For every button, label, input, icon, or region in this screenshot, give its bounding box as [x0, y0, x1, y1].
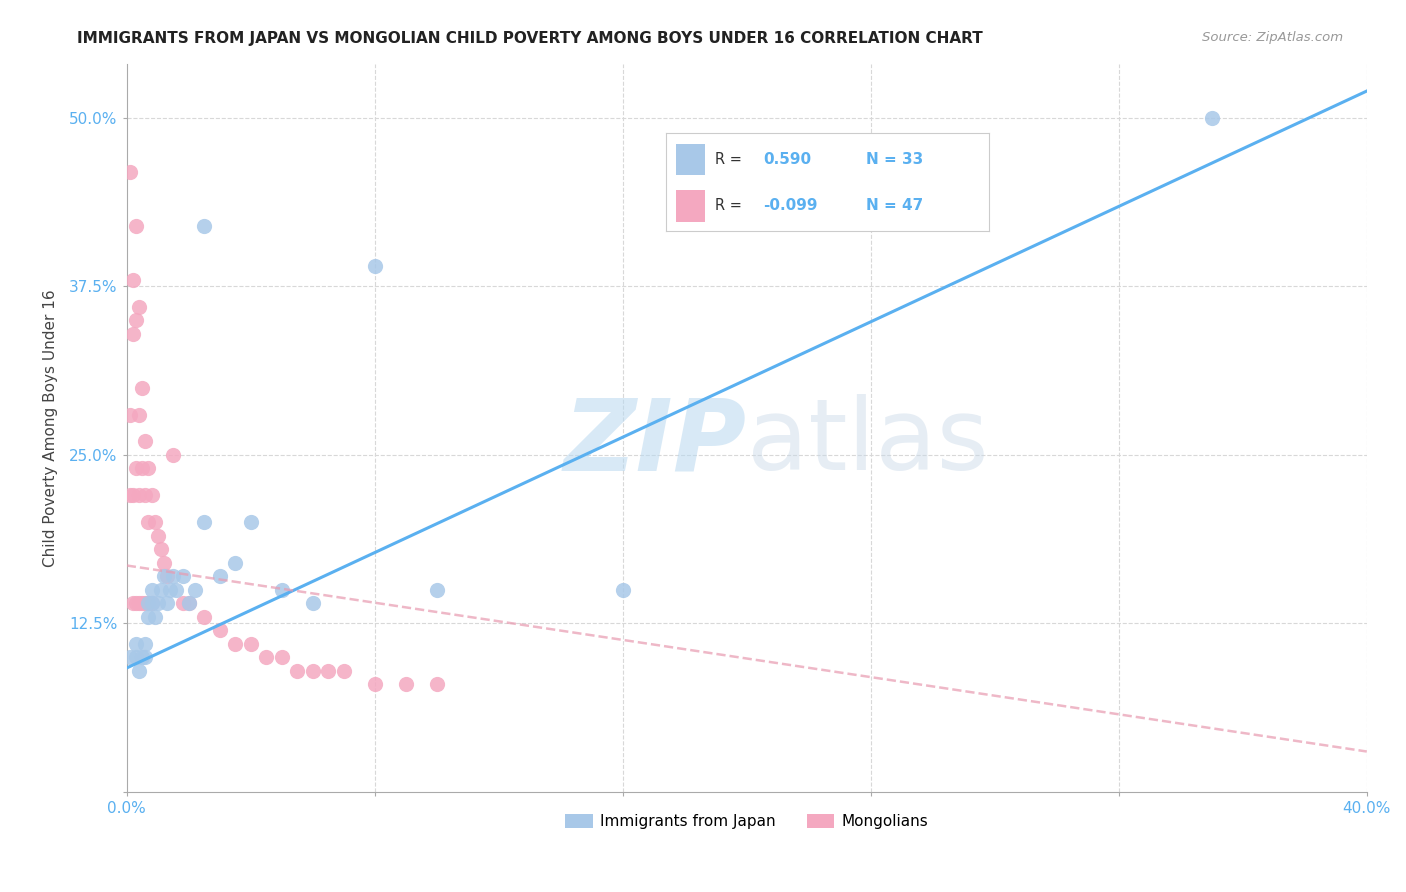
Point	[239, 637, 262, 651]
Point	[270, 582, 292, 597]
Point	[301, 596, 323, 610]
Point	[270, 650, 292, 665]
Point	[141, 596, 163, 610]
Point	[125, 313, 148, 327]
Point	[301, 664, 323, 678]
Point	[134, 488, 156, 502]
Point	[165, 582, 187, 597]
Point	[125, 637, 148, 651]
Point	[128, 408, 150, 422]
Point	[239, 516, 262, 530]
Point	[128, 596, 150, 610]
Point	[143, 609, 166, 624]
Point	[125, 461, 148, 475]
Point	[125, 650, 148, 665]
Point	[131, 461, 153, 475]
Text: IMMIGRANTS FROM JAPAN VS MONGOLIAN CHILD POVERTY AMONG BOYS UNDER 16 CORRELATION: IMMIGRANTS FROM JAPAN VS MONGOLIAN CHILD…	[77, 31, 983, 46]
Point	[143, 516, 166, 530]
Point	[172, 569, 194, 583]
Point	[118, 650, 141, 665]
Point	[1201, 111, 1223, 125]
Point	[254, 650, 277, 665]
Point	[122, 326, 145, 341]
Point	[134, 596, 156, 610]
Point	[134, 637, 156, 651]
Point	[125, 596, 148, 610]
Point	[333, 664, 356, 678]
Point	[172, 596, 194, 610]
Text: Source: ZipAtlas.com: Source: ZipAtlas.com	[1202, 31, 1343, 45]
Point	[138, 516, 160, 530]
Point	[128, 664, 150, 678]
Point	[193, 219, 215, 233]
Point	[146, 596, 169, 610]
Point	[138, 596, 160, 610]
Point	[208, 624, 231, 638]
Point	[138, 461, 160, 475]
Text: ZIP: ZIP	[564, 394, 747, 491]
Point	[153, 569, 176, 583]
Point	[118, 408, 141, 422]
Point	[118, 488, 141, 502]
Point	[131, 596, 153, 610]
Point	[149, 542, 172, 557]
Point	[146, 529, 169, 543]
Point	[316, 664, 339, 678]
Text: atlas: atlas	[747, 394, 988, 491]
Point	[134, 650, 156, 665]
Point	[141, 582, 163, 597]
Point	[426, 677, 449, 691]
Point	[134, 434, 156, 449]
Point	[138, 609, 160, 624]
Point	[128, 300, 150, 314]
Point	[125, 219, 148, 233]
Point	[131, 650, 153, 665]
Point	[426, 582, 449, 597]
Point	[177, 596, 200, 610]
Point	[224, 556, 246, 570]
Point	[162, 448, 184, 462]
Point	[122, 488, 145, 502]
Point	[141, 596, 163, 610]
Point	[138, 596, 160, 610]
Point	[612, 582, 634, 597]
Point	[364, 677, 387, 691]
Point	[141, 488, 163, 502]
Point	[156, 569, 179, 583]
Y-axis label: Child Poverty Among Boys Under 16: Child Poverty Among Boys Under 16	[44, 289, 58, 566]
Point	[122, 273, 145, 287]
Point	[162, 569, 184, 583]
Point	[193, 516, 215, 530]
Point	[153, 556, 176, 570]
Point	[285, 664, 308, 678]
Point	[364, 259, 387, 273]
Point	[122, 596, 145, 610]
Point	[131, 380, 153, 394]
Point	[184, 582, 207, 597]
Legend: Immigrants from Japan, Mongolians: Immigrants from Japan, Mongolians	[560, 807, 935, 835]
Point	[224, 637, 246, 651]
Point	[149, 582, 172, 597]
Point	[128, 488, 150, 502]
Point	[193, 609, 215, 624]
Point	[118, 165, 141, 179]
Point	[208, 569, 231, 583]
Point	[177, 596, 200, 610]
Point	[395, 677, 418, 691]
Point	[156, 596, 179, 610]
Point	[159, 582, 181, 597]
